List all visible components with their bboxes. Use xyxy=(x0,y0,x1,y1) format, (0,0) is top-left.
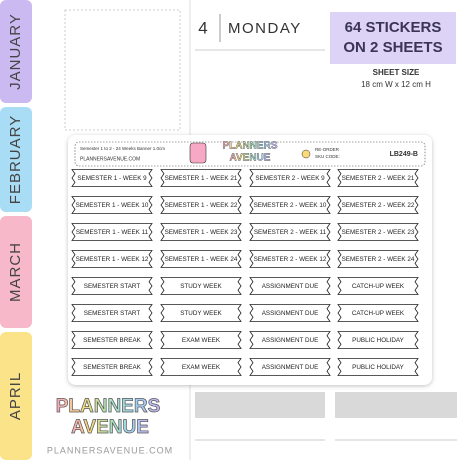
day-number: 4 xyxy=(198,18,207,37)
banner-sticker xyxy=(71,169,153,187)
banner-sticker xyxy=(160,169,242,187)
banner-sticker xyxy=(249,250,331,268)
banner-label: ASSIGNMENT DUE xyxy=(262,364,319,371)
banner-label: PUBLIC HOLIDAY xyxy=(352,364,404,371)
banner-label: SEMESTER 2 - WEEK 24 xyxy=(342,256,415,263)
banner-sticker xyxy=(337,223,419,241)
banner-label: ASSIGNMENT DUE xyxy=(262,310,319,317)
banner-sticker xyxy=(160,277,242,295)
banner-label: SEMESTER 2 - WEEK 22 xyxy=(342,202,415,209)
month-tab xyxy=(0,332,32,460)
banner-sticker xyxy=(160,331,242,349)
banner-sticker xyxy=(71,277,153,295)
bee-icon xyxy=(301,149,311,159)
planner-bar xyxy=(335,392,457,418)
banner-sticker xyxy=(160,250,242,268)
banner-sticker xyxy=(71,223,153,241)
banner-label: SEMESTER 2 - WEEK 12 xyxy=(254,256,327,263)
badge-line: ON 2 SHEETS xyxy=(343,39,442,56)
banner-label: SEMESTER 1 - WEEK 11 xyxy=(76,229,149,236)
month-label: APRIL xyxy=(7,372,24,420)
badge-line: 64 STICKERS xyxy=(345,19,442,36)
banner-label: STUDY WEEK xyxy=(180,310,222,317)
sheet-description: Semester 1 to 2 - 24 Weeks Banner 1.0cm xyxy=(80,146,165,151)
banner-sticker xyxy=(249,277,331,295)
banner-sticker xyxy=(249,358,331,376)
banner-label: SEMESTER START xyxy=(84,283,141,290)
banner-sticker xyxy=(71,358,153,376)
banner-label: SEMESTER 2 - WEEK 10 xyxy=(254,202,327,209)
banner-sticker xyxy=(71,331,153,349)
banner-label: SEMESTER BREAK xyxy=(83,364,142,371)
badge xyxy=(330,12,456,64)
sheet-size-value: 18 cm W x 12 cm H xyxy=(361,80,431,89)
month-tab xyxy=(0,107,32,212)
sheet-logo: PLANNERS xyxy=(222,141,277,152)
planner-bar xyxy=(195,392,325,418)
banner-sticker xyxy=(160,358,242,376)
sticker-grid: SEMESTER 1 - WEEK 9 SEMESTER 1 - WEEK 21 S… xyxy=(71,169,419,376)
sheet-website: PLANNERSAVENUE.COM xyxy=(80,156,140,162)
month-label: MARCH xyxy=(7,242,24,302)
month-tab xyxy=(0,216,32,328)
banner-label: EXAM WEEK xyxy=(182,337,221,344)
banner-label: CATCH-UP WEEK xyxy=(352,283,405,290)
month-tabs: JANUARY FEBRUARY MARCH APRIL xyxy=(0,0,32,460)
banner-sticker xyxy=(71,304,153,322)
banner-label: SEMESTER START xyxy=(84,310,141,317)
banner-label: SEMESTER BREAK xyxy=(83,337,142,344)
reorder-text: RE-ORDER xyxy=(315,147,340,152)
footer-logo: AVENUE xyxy=(71,417,149,438)
banner-label: SEMESTER 2 - WEEK 9 xyxy=(255,175,325,182)
banner-label: EXAM WEEK xyxy=(182,364,221,371)
banner-label: ASSIGNMENT DUE xyxy=(262,283,319,290)
banner-label: PUBLIC HOLIDAY xyxy=(352,337,404,344)
sheet-size-label: SHEET SIZE xyxy=(373,68,420,77)
banner-sticker xyxy=(160,223,242,241)
banner-label: SEMESTER 1 - WEEK 24 xyxy=(165,256,238,263)
footer-website: PLANNERSAVENUE.COM xyxy=(47,445,173,455)
banner-label: SEMESTER 1 - WEEK 9 xyxy=(77,175,147,182)
banner-sticker xyxy=(337,304,419,322)
dashed-box xyxy=(64,9,181,131)
reorder-text: SKU CODE: xyxy=(315,154,340,159)
banner-label: ASSIGNMENT DUE xyxy=(262,337,319,344)
banner-sticker xyxy=(249,331,331,349)
logo-icon xyxy=(189,142,207,164)
sheet-header xyxy=(74,141,426,167)
banner-sticker xyxy=(160,304,242,322)
banner-sticker xyxy=(249,304,331,322)
banner-sticker xyxy=(249,223,331,241)
day-name: MONDAY xyxy=(228,20,302,37)
banner-sticker xyxy=(249,196,331,214)
banner-sticker xyxy=(337,277,419,295)
banner-label: SEMESTER 1 - WEEK 10 xyxy=(76,202,149,209)
banner-sticker xyxy=(337,331,419,349)
banner-label: STUDY WEEK xyxy=(180,283,222,290)
banner-label: SEMESTER 1 - WEEK 21 xyxy=(165,175,238,182)
sku-code: LB249-B xyxy=(390,151,418,158)
banner-sticker xyxy=(337,169,419,187)
banner-label: SEMESTER 2 - WEEK 23 xyxy=(342,229,415,236)
banner-sticker xyxy=(337,196,419,214)
sheet-logo: AVENUE xyxy=(230,153,271,164)
month-label: FEBRUARY xyxy=(7,115,24,204)
banner-sticker xyxy=(71,250,153,268)
footer-logo: PLANNERS xyxy=(56,396,161,417)
banner-label: SEMESTER 2 - WEEK 21 xyxy=(342,175,415,182)
banner-label: SEMESTER 1 - WEEK 23 xyxy=(165,229,238,236)
banner-sticker xyxy=(71,196,153,214)
banner-sticker xyxy=(249,169,331,187)
banner-sticker xyxy=(337,250,419,268)
banner-sticker xyxy=(160,196,242,214)
banner-sticker xyxy=(337,358,419,376)
banner-label: SEMESTER 1 - WEEK 12 xyxy=(76,256,149,263)
banner-label: SEMESTER 2 - WEEK 11 xyxy=(254,229,327,236)
banner-label: SEMESTER 1 - WEEK 22 xyxy=(165,202,238,209)
month-label: JANUARY xyxy=(7,13,24,90)
month-tab xyxy=(0,0,32,103)
banner-label: CATCH-UP WEEK xyxy=(352,310,405,317)
